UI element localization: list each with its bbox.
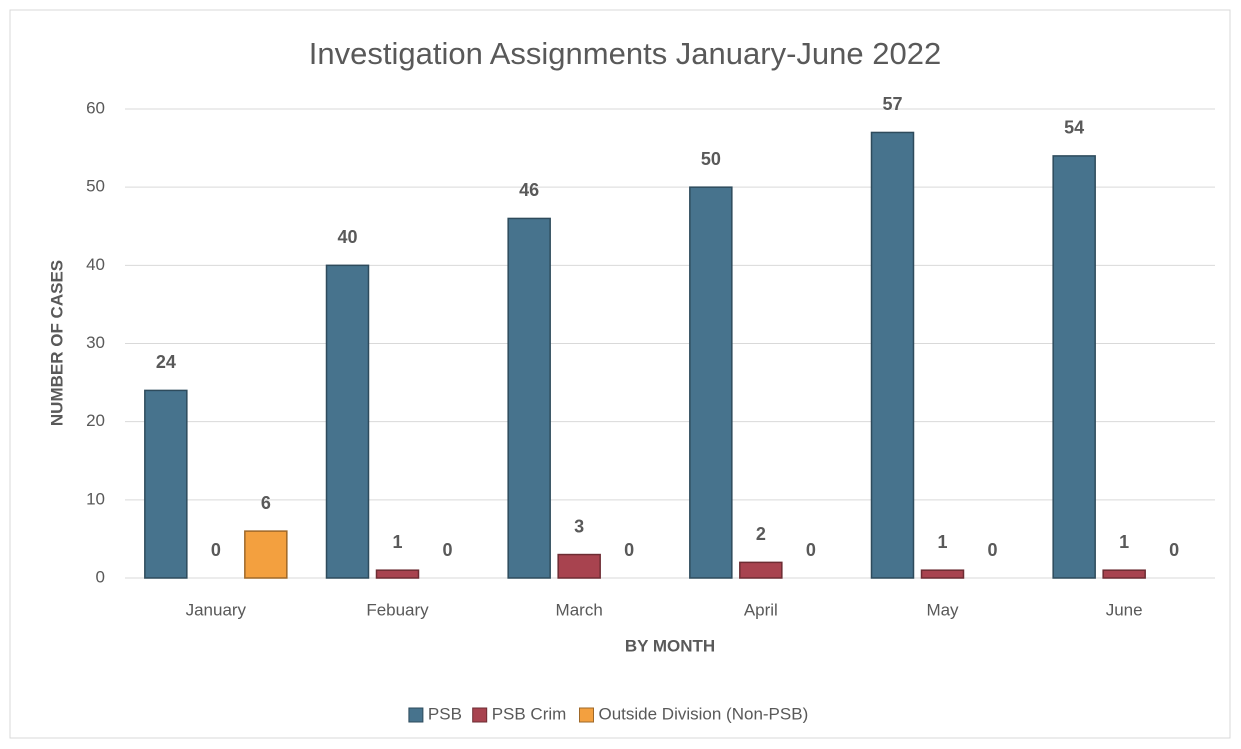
data-label: 24: [156, 352, 176, 372]
data-label: 0: [211, 540, 221, 560]
x-axis-title: BY MONTH: [625, 636, 715, 655]
data-label: 0: [1169, 540, 1179, 560]
bar: [144, 389, 188, 579]
bar: [1052, 155, 1096, 579]
data-label: 1: [1119, 532, 1129, 552]
legend-label: PSB: [428, 704, 462, 723]
chart-frame: [9, 9, 1231, 739]
x-tick-label: June: [1106, 600, 1143, 619]
data-label: 0: [442, 540, 452, 560]
data-label: 3: [574, 516, 584, 536]
legend-swatch: [408, 707, 424, 723]
data-label: 1: [392, 532, 402, 552]
x-tick-label: Febuary: [366, 600, 429, 619]
data-label: 0: [987, 540, 997, 560]
legend-swatch: [472, 707, 488, 723]
bar: [739, 561, 783, 579]
data-label: 2: [756, 524, 766, 544]
y-tick-label: 0: [96, 567, 105, 586]
bar: [507, 217, 551, 579]
data-label: 46: [519, 180, 539, 200]
bar: [325, 264, 370, 579]
data-label: 0: [624, 540, 634, 560]
x-tick-label: January: [186, 600, 247, 619]
bar: [870, 131, 915, 579]
data-label: 0: [806, 540, 816, 560]
data-label: 1: [937, 532, 947, 552]
data-label: 6: [261, 493, 271, 513]
legend-swatch: [579, 707, 594, 723]
bar: [920, 569, 965, 579]
x-tick-label: March: [556, 600, 603, 619]
y-tick-label: 50: [86, 177, 105, 196]
bar: [1102, 569, 1146, 579]
data-label: 40: [337, 227, 357, 247]
legend-label: Outside Division (Non-PSB): [599, 704, 809, 723]
chart-title: Investigation Assignments January-June 2…: [309, 36, 941, 71]
y-tick-label: 40: [86, 255, 105, 274]
y-tick-label: 20: [86, 411, 105, 430]
y-tick-label: 10: [86, 489, 105, 508]
bar: [689, 186, 733, 579]
bar: [557, 553, 601, 579]
x-tick-label: May: [926, 600, 959, 619]
bar: [375, 569, 420, 579]
y-tick-label: 30: [86, 333, 105, 352]
x-tick-label: April: [744, 600, 778, 619]
bar: [244, 530, 288, 579]
y-axis-title: NUMBER OF CASES: [47, 260, 66, 426]
legend-label: PSB Crim: [492, 704, 567, 723]
data-label: 50: [701, 149, 721, 169]
y-tick-label: 60: [86, 98, 105, 117]
data-label: 54: [1064, 118, 1084, 138]
data-label: 57: [882, 94, 902, 114]
